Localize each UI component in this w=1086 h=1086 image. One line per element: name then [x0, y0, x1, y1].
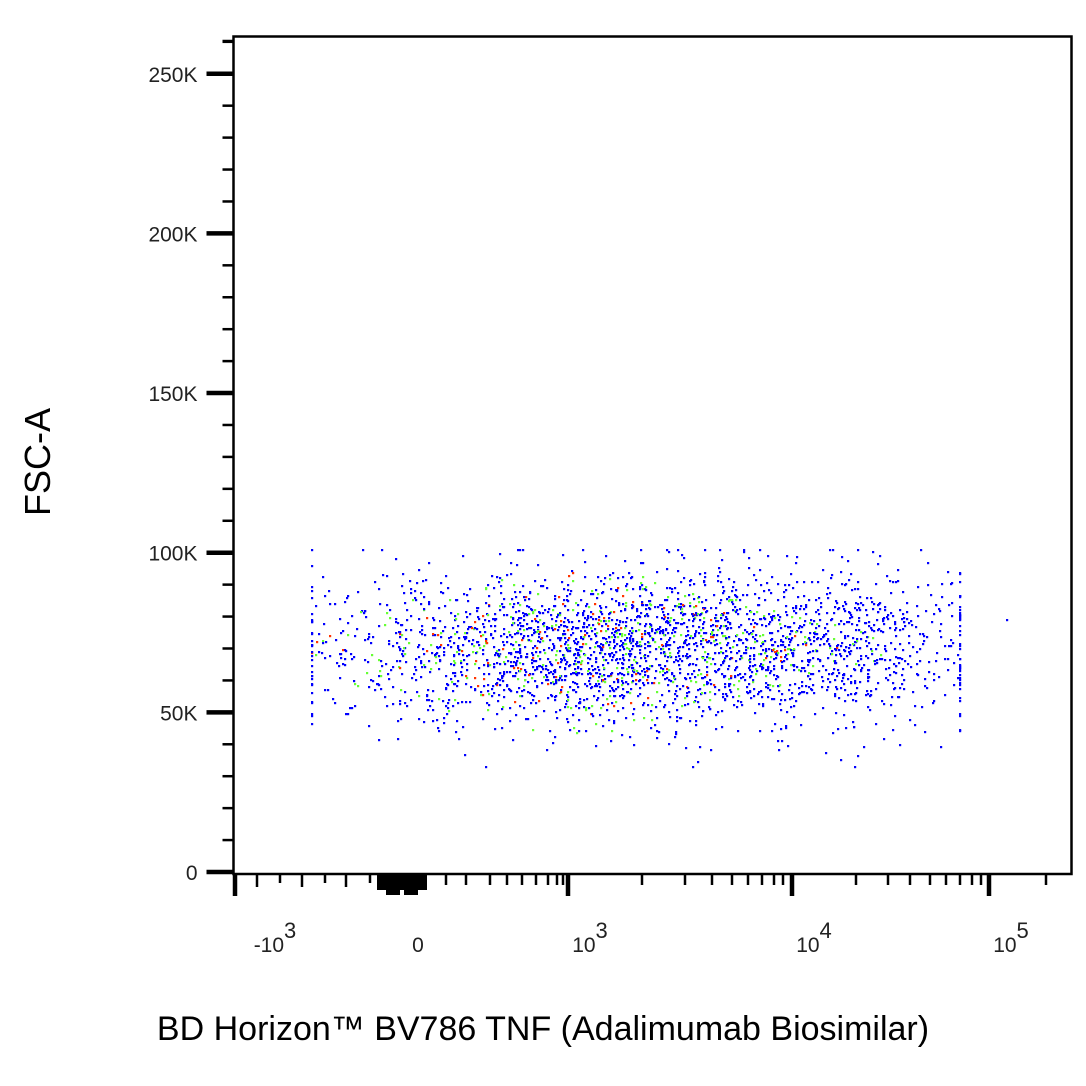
y-tick-label: 150K — [148, 383, 197, 406]
y-tick-label: 100K — [148, 543, 197, 566]
svg-text:-103: -103 — [254, 918, 297, 957]
y-tick-label: 200K — [148, 223, 197, 246]
x-tick-label: 0 — [412, 934, 424, 957]
x-tick-label: 103 — [572, 918, 608, 957]
svg-text:0: 0 — [412, 934, 424, 957]
svg-text:105: 105 — [993, 918, 1029, 957]
plot-frame — [232, 35, 1073, 876]
scatter-events — [311, 549, 1009, 769]
y-axis-title-text: FSC-A — [17, 408, 58, 516]
y-tick-label: 50K — [160, 702, 197, 725]
y-axis: 0 50K 100K 150K 200K 250K — [148, 39, 234, 885]
x-tick-label: 105 — [993, 918, 1029, 957]
y-tick-label: 250K — [148, 64, 197, 87]
x-axis-title: BD Horizon™ BV786 TNF (Adalimumab Biosim… — [156, 1010, 930, 1048]
svg-text:104: 104 — [796, 918, 832, 957]
svg-text:103: 103 — [572, 918, 608, 957]
x-tick-label: 104 — [796, 918, 832, 957]
x-axis: -103 0 103 104 105 — [232, 874, 1048, 957]
y-tick-label: 0 — [186, 862, 198, 885]
x-tick-label: -103 — [254, 918, 297, 957]
